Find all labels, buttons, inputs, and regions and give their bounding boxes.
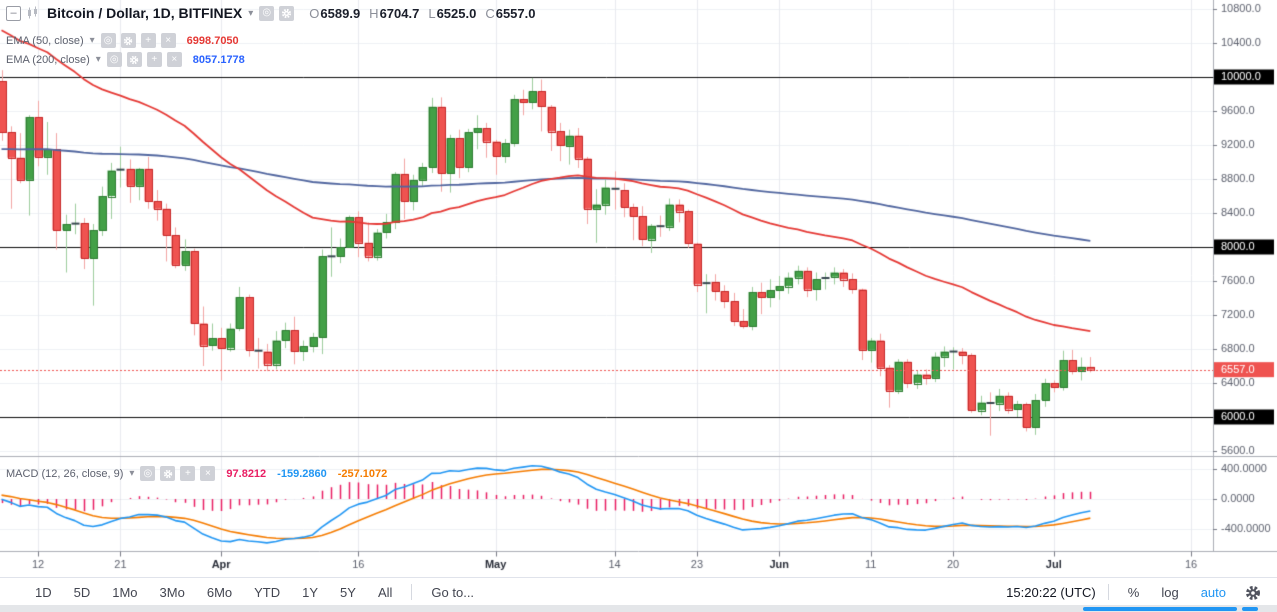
chevron-down-icon[interactable]: ▾: [95, 54, 101, 65]
ohlc-readout: O6589.9 H6704.7 L6525.0 C6557.0: [309, 5, 536, 21]
range-1y-button[interactable]: 1Y: [302, 584, 319, 600]
chevron-down-icon[interactable]: ▾: [89, 35, 95, 46]
chevron-down-icon[interactable]: ▾: [129, 468, 135, 479]
percent-scale-button[interactable]: %: [1127, 584, 1140, 600]
chevron-down-icon[interactable]: ▾: [248, 7, 254, 19]
toolbar-divider: [411, 584, 413, 600]
toolbar-divider: [1107, 584, 1109, 600]
gear-icon[interactable]: [120, 33, 136, 48]
clock-label: 15:20:22 (UTC): [1006, 584, 1096, 600]
range-3mo-button[interactable]: 3Mo: [159, 584, 185, 600]
close-icon[interactable]: ×: [166, 52, 182, 67]
ema50-label: EMA (50, close): [6, 34, 84, 47]
eye-icon[interactable]: ◎: [259, 5, 275, 21]
goto-button[interactable]: Go to...: [431, 584, 475, 600]
auto-scale-button[interactable]: auto: [1200, 584, 1226, 600]
bottom-strip: [0, 605, 1277, 612]
ema50-value: 6998.7050: [186, 34, 239, 47]
symbol-title[interactable]: Bitcoin / Dollar, 1D, BITFINEX: [47, 5, 243, 21]
browser-highlight-bar: [1083, 607, 1237, 611]
range-1mo-button[interactable]: 1Mo: [112, 584, 138, 600]
gear-icon[interactable]: [126, 52, 142, 67]
range-5d-button[interactable]: 5D: [73, 584, 91, 600]
eye-icon[interactable]: ◎: [140, 466, 156, 481]
gear-icon[interactable]: [279, 5, 295, 21]
low-value: 6525.0: [436, 5, 477, 21]
close-icon[interactable]: ×: [160, 33, 176, 48]
close-icon[interactable]: ×: [200, 466, 216, 481]
macd-label: MACD (12, 26, close, 9): [6, 467, 124, 480]
macd-signal-value: -257.1072: [337, 467, 388, 480]
add-icon[interactable]: +: [146, 52, 162, 67]
indicator-ema200-row[interactable]: EMA (200, close) ▾ ◎ + × 8057.1778: [6, 52, 245, 67]
range-5y-button[interactable]: 5Y: [340, 584, 356, 600]
range-6mo-button[interactable]: 6Mo: [206, 584, 233, 600]
symbol-legend-row[interactable]: – Bitcoin / Dollar, 1D, BITFINEX ▾ ◎ O65…: [6, 5, 535, 21]
eye-icon[interactable]: ◎: [100, 33, 116, 48]
chart-settings-gear-icon[interactable]: [1237, 583, 1263, 601]
add-icon[interactable]: +: [140, 33, 156, 48]
gear-icon[interactable]: [160, 466, 176, 481]
macd-line-value: -159.2860: [277, 467, 327, 480]
range-1d-button[interactable]: 1D: [35, 584, 52, 600]
high-value: 6704.7: [379, 5, 420, 21]
price-chart-canvas[interactable]: [0, 0, 1277, 577]
add-icon[interactable]: +: [180, 466, 196, 481]
bottom-toolbar: 1D 5D 1Mo 3Mo 6Mo YTD 1Y 5Y All Go to...…: [0, 577, 1277, 606]
chart-type-icon: [26, 6, 40, 20]
indicator-macd-row[interactable]: MACD (12, 26, close, 9) ▾ ◎ + × 97.8212 …: [6, 466, 387, 481]
range-ytd-button[interactable]: YTD: [254, 584, 281, 600]
open-value: 6589.9: [320, 5, 361, 21]
collapse-panel-icon[interactable]: –: [6, 5, 21, 21]
browser-highlight-bar: [1242, 607, 1258, 611]
toolbar-right-cluster: 15:20:22 (UTC) % log auto: [1006, 582, 1277, 603]
macd-hist-value: 97.8212: [226, 467, 267, 480]
ema200-label: EMA (200, close): [6, 53, 90, 66]
eye-icon[interactable]: ◎: [106, 52, 122, 67]
close-value: 6557.0: [495, 5, 536, 21]
range-all-button[interactable]: All: [377, 584, 393, 600]
indicator-ema50-row[interactable]: EMA (50, close) ▾ ◎ + × 6998.7050: [6, 33, 239, 48]
ema200-value: 8057.1778: [192, 53, 245, 66]
range-switcher: 1D 5D 1Mo 3Mo 6Mo YTD 1Y 5Y All Go to...: [0, 582, 485, 603]
log-scale-button[interactable]: log: [1161, 584, 1179, 600]
